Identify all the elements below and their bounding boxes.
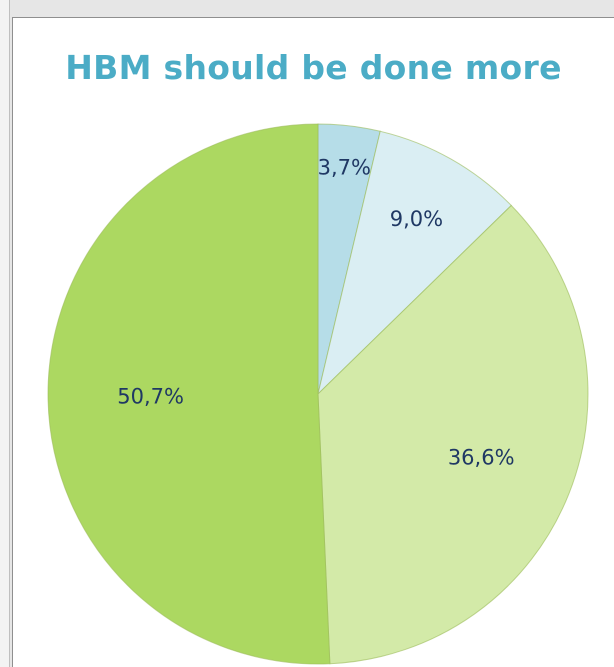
pie-data-label: 50,7% xyxy=(117,385,184,409)
pie-data-label: 3,7% xyxy=(318,156,371,180)
pie-chart: 3,7% 9,0% 36,6% 50,7% xyxy=(47,123,589,665)
pie-labels: 3,7% 9,0% 36,6% 50,7% xyxy=(117,156,514,470)
pie-data-label: 9,0% xyxy=(390,207,443,231)
pie-slice xyxy=(317,204,589,665)
pie-slice xyxy=(317,130,513,396)
chart-area: HBM should be done more 3,7% 9,0% 36,6% 50,… xyxy=(12,17,614,667)
pie-data-label: 36,6% xyxy=(448,446,515,470)
pie-slice xyxy=(47,123,331,665)
left-panel-edge xyxy=(0,0,10,667)
chart-title: HBM should be done more xyxy=(65,48,562,87)
pie-slices xyxy=(47,123,589,665)
